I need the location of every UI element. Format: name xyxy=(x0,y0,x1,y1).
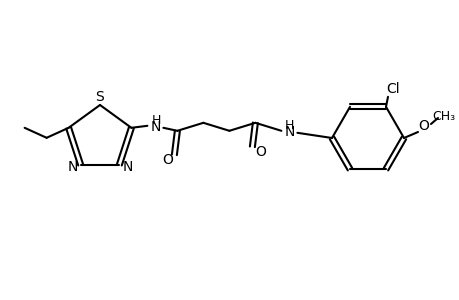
Text: Cl: Cl xyxy=(386,82,399,96)
Text: O: O xyxy=(162,153,173,167)
Text: N: N xyxy=(284,125,294,139)
Text: N: N xyxy=(122,160,132,174)
Text: O: O xyxy=(254,145,265,159)
Text: N: N xyxy=(67,160,78,174)
Text: N: N xyxy=(150,120,160,134)
Text: CH₃: CH₃ xyxy=(431,110,454,122)
Text: H: H xyxy=(151,114,161,127)
Text: S: S xyxy=(95,90,104,104)
Text: O: O xyxy=(418,119,429,133)
Text: H: H xyxy=(284,119,293,132)
